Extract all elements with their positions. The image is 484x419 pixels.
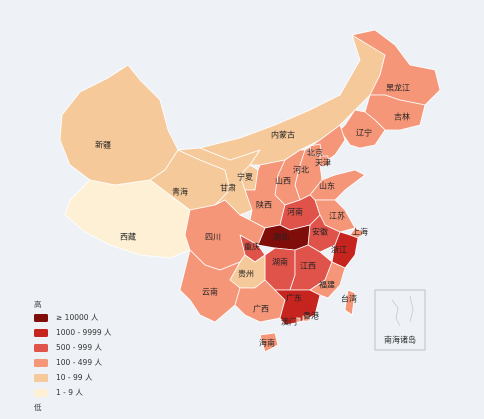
legend-swatch — [34, 329, 48, 337]
region-label: 辽宁 — [356, 128, 372, 138]
legend-swatch — [34, 374, 48, 382]
region-label: 台湾 — [341, 294, 357, 304]
region-label: 香港 — [303, 311, 319, 321]
region — [309, 261, 346, 299]
region — [344, 289, 356, 316]
region-label: 天津 — [315, 158, 331, 168]
inset: 南海诸岛 — [374, 289, 426, 351]
region-label: 四川 — [205, 233, 221, 242]
region-label: 陕西 — [256, 200, 272, 210]
legend-label: 1000 - 9999 人 — [56, 328, 112, 337]
inset-frame — [374, 289, 426, 351]
region-label: 内蒙古 — [271, 130, 295, 140]
region-label: 云南 — [202, 287, 218, 297]
region-label: 广西 — [253, 304, 269, 314]
region-label: 安徽 — [312, 227, 328, 237]
legend-high: 高 — [34, 299, 42, 309]
region — [295, 317, 301, 323]
region — [259, 332, 279, 353]
legend-label: 10 - 99 人 — [56, 373, 93, 382]
region-label: 江西 — [300, 262, 316, 271]
region-label: 青海 — [172, 187, 188, 197]
region-label: 新疆 — [95, 140, 111, 150]
region-label: 西藏 — [120, 232, 136, 242]
region-label: 江苏 — [329, 211, 345, 221]
region — [59, 64, 179, 186]
legend-label: 1 - 9 人 — [56, 388, 83, 397]
legend-swatch — [34, 359, 48, 367]
region — [339, 109, 386, 149]
region — [319, 155, 329, 167]
region-label: 贵州 — [238, 269, 254, 279]
legend-label: 500 - 999 人 — [56, 343, 102, 352]
region-label: 山西 — [275, 176, 291, 186]
inset-islands — [391, 295, 414, 327]
region-label: 山东 — [319, 181, 335, 191]
legend-swatch — [34, 344, 48, 352]
region-label: 甘肃 — [220, 183, 236, 193]
legend-label: ≥ 10000 人 — [56, 313, 99, 322]
region-label: 广东 — [286, 293, 302, 303]
region-label: 黑龙江 — [386, 83, 410, 93]
region-label: 上海 — [352, 227, 368, 237]
legend-swatch — [34, 314, 48, 322]
region — [264, 247, 296, 291]
region-label: 吉林 — [394, 112, 410, 122]
legend-label: 100 - 499 人 — [56, 358, 102, 367]
legend-swatch — [34, 389, 48, 397]
region-label: 海南 — [259, 338, 275, 348]
inset-label: 南海诸岛 — [384, 335, 416, 345]
legend: 高 低 ≥ 10000 人 1000 - 9999 人 500 - 999 人 100… — [34, 299, 112, 412]
region-label: 澳门 — [281, 317, 297, 327]
legend-low: 低 — [34, 402, 42, 412]
region-label: 湖北 — [273, 233, 289, 242]
region-label: 湖南 — [272, 257, 288, 267]
region-label: 福建 — [319, 280, 335, 290]
region-label: 重庆 — [244, 242, 260, 252]
region-label: 北京 — [307, 148, 323, 158]
region-label: 浙江 — [331, 245, 347, 255]
region-label: 河南 — [287, 207, 303, 217]
region-label: 宁夏 — [237, 172, 253, 182]
region — [309, 143, 323, 157]
region-label: 河北 — [293, 165, 309, 175]
region — [302, 315, 310, 322]
regions — [59, 29, 441, 353]
